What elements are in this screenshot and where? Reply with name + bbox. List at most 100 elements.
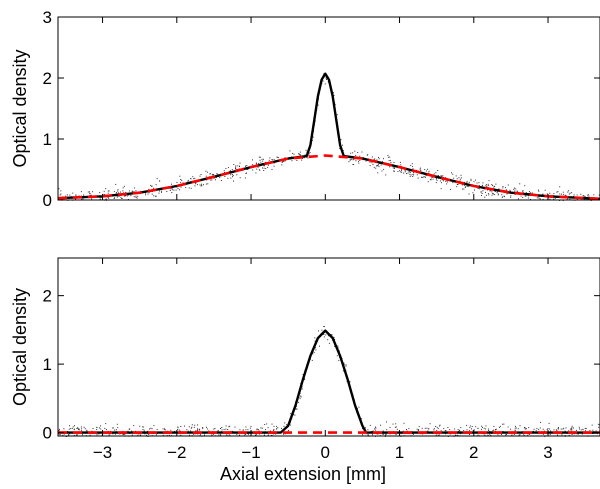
noise-dot [77, 427, 79, 429]
noise-dot [424, 427, 426, 429]
noise-dot [484, 434, 486, 436]
noise-dot [171, 188, 173, 189]
noise-dot [598, 194, 600, 196]
x-tick-label: 2 [469, 443, 478, 462]
noise-dot [510, 428, 512, 430]
noise-dot [255, 172, 257, 174]
noise-dot [69, 194, 71, 196]
noise-dot [557, 428, 559, 430]
noise-dot [501, 196, 503, 198]
noise-dot [187, 180, 189, 182]
noise-dot [411, 163, 413, 165]
x-tick-label: 3 [543, 443, 552, 462]
noise-dot [528, 427, 530, 429]
noise-dot [511, 434, 513, 436]
noise-dot [404, 169, 406, 171]
noise-dot [471, 426, 473, 427]
noise-dot [576, 194, 578, 196]
noise-dot [406, 429, 407, 430]
noise-dot [549, 192, 551, 194]
noise-dot [303, 379, 305, 381]
noise-dot [536, 428, 538, 430]
noise-dot [319, 345, 320, 347]
noise-dot [161, 190, 163, 192]
noise-dot [386, 421, 387, 423]
noise-dot [179, 175, 181, 177]
noise-dot [424, 169, 426, 171]
noise-dot [105, 188, 107, 190]
noise-dot [298, 153, 300, 155]
noise-dot [421, 176, 423, 178]
noise-dot [325, 334, 327, 336]
noise-dot [452, 173, 454, 175]
noise-dot [225, 168, 227, 169]
noise-dot [561, 193, 563, 195]
noise-dot [584, 198, 586, 200]
noise-dot [533, 428, 535, 430]
noise-dot [444, 430, 446, 431]
noise-dot [265, 429, 266, 431]
noise-dot [205, 175, 207, 177]
noise-dot [231, 174, 233, 176]
noise-dot [435, 434, 437, 436]
noise-dot [457, 429, 459, 431]
noise-dot [491, 191, 493, 193]
noise-dot [123, 192, 125, 194]
noise-dot [481, 193, 483, 194]
noise-dot [377, 172, 379, 174]
noise-dot [421, 176, 422, 178]
noise-dot [524, 428, 526, 430]
x-tick-label: −2 [167, 443, 186, 462]
noise-dot [267, 166, 269, 168]
noise-dot [131, 190, 133, 192]
noise-dot [324, 83, 326, 85]
noise-dot [477, 187, 479, 189]
noise-dot [515, 188, 517, 190]
noise-dot [375, 426, 376, 428]
noise-dot [263, 167, 265, 169]
noise-dot [371, 156, 373, 158]
noise-dot [471, 428, 472, 430]
noise-dot [205, 170, 207, 172]
noise-dot [439, 425, 441, 427]
noise-dot [488, 430, 490, 431]
noise-dot [462, 184, 464, 186]
noise-dot [267, 164, 269, 166]
noise-dot [283, 161, 285, 162]
noise-dot [392, 423, 394, 425]
noise-dot [115, 193, 117, 195]
noise-dot [425, 175, 427, 177]
noise-dot [468, 181, 470, 183]
noise-dot [485, 191, 486, 193]
noise-dot [513, 188, 515, 190]
noise-dot [107, 197, 109, 199]
noise-dot [525, 428, 527, 430]
noise-dot [217, 173, 219, 175]
noise-dot [493, 426, 495, 427]
noise-dot [401, 171, 403, 173]
noise-dot [354, 150, 356, 152]
noise-dot [148, 188, 150, 190]
noise-dot [107, 190, 109, 192]
noise-dot [242, 429, 244, 431]
noise-dot [312, 136, 314, 138]
noise-dot [144, 433, 146, 435]
noise-dot [480, 191, 482, 193]
noise-dot [105, 429, 107, 431]
noise-dot [473, 181, 475, 183]
noise-dot [128, 190, 130, 192]
noise-dot [439, 424, 441, 426]
noise-dot [260, 427, 262, 429]
noise-dot [315, 349, 317, 351]
noise-dot [572, 427, 574, 429]
noise-dot [300, 396, 302, 398]
noise-dot [114, 429, 116, 431]
noise-dot [451, 172, 452, 174]
noise-dot [412, 166, 414, 168]
noise-dot [505, 434, 507, 436]
noise-dot [337, 347, 339, 349]
noise-dot [245, 433, 247, 435]
dashed-series-line [57, 154, 600, 201]
noise-dot [470, 180, 472, 182]
noise-dot [158, 192, 160, 194]
